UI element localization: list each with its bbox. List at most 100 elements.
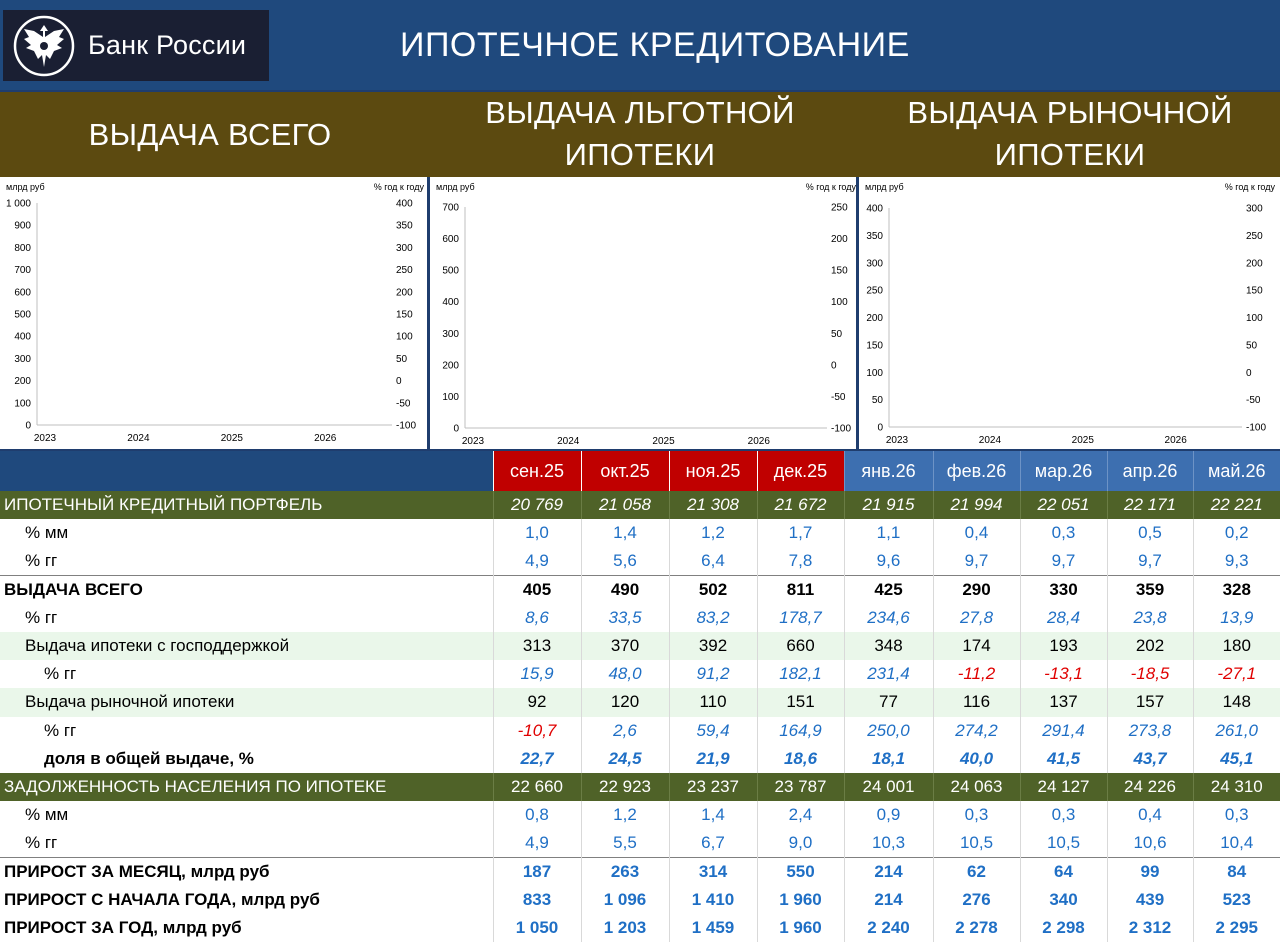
table-cell: 157 [1106,688,1193,717]
table-cell: 15,9 [492,660,581,689]
y2-tick-label: 250 [396,265,413,276]
table-cell: 18,6 [756,744,844,773]
table-cell: 439 [1106,885,1193,914]
month-header: мар.26 [1019,451,1107,491]
table-cell: 231,4 [843,660,933,689]
table-cell: 45,1 [1192,744,1280,773]
y2-tick-label: 50 [831,329,843,340]
table-cell: 0,9 [843,801,933,830]
table-cell: 348 [843,631,933,661]
row-label: ПРИРОСТ ЗА ГОД, млрд руб [0,913,493,942]
y-tick-label: 800 [14,243,31,254]
table-cell: 2 298 [1019,913,1107,942]
table-cell: 273,8 [1106,716,1193,745]
table-row: ПРИРОСТ ЗА МЕСЯЦ, млрд руб 187 263 314 550 21… [0,856,1280,886]
table-cell: 83,2 [668,603,757,632]
y-tick-label: 50 [872,395,884,406]
table-cell: -13,1 [1019,660,1107,689]
table-cell: 274,2 [932,716,1020,745]
table-row: ПРИРОСТ ЗА ГОД, млрд руб 1 050 1 203 1 459 1… [0,913,1280,942]
month-header: сен.25 [492,451,581,491]
table-cell: 1 050 [492,913,581,942]
table-cell: 214 [843,856,933,886]
header-blank-cell [0,451,493,491]
y2-tick-label: 0 [396,376,402,387]
table-cell: 2 278 [932,913,1020,942]
table-row: ЗАДОЛЖЕННОСТЬ НАСЕЛЕНИЯ ПО ИПОТЕКЕ 22 660… [0,772,1280,802]
row-label: % гг [0,716,493,745]
table-cell: 120 [580,688,669,717]
table-cell: 1 410 [668,885,757,914]
table-cell: 550 [756,856,844,886]
y-tick-label: 100 [442,392,459,403]
table-cell: 4,9 [492,829,581,858]
y2-tick-label: 100 [396,332,413,343]
bank-of-russia-logo: Банк России [3,10,269,81]
table-row: % гг 4,9 5,5 6,7 9,0 10,3 10,5 10,5 10,6 10,4 [0,829,1280,858]
y2-tick-label: 50 [396,354,408,365]
y2-tick-label: 300 [1246,204,1263,215]
title-market-l2: ИПОТЕКИ [994,137,1146,172]
table-cell: 23 237 [668,772,757,802]
y-tick-label: 100 [14,398,31,409]
table-cell: 178,7 [756,603,844,632]
title-total-issuance: ВЫДАЧА ВСЕГО [88,117,332,152]
table-cell: -11,2 [932,660,1020,689]
table-cell: 1,7 [756,519,844,548]
x-year-label: 2023 [886,435,909,446]
table-cell: 214 [843,885,933,914]
table-cell: 250,0 [843,716,933,745]
table-cell: 24 310 [1192,772,1280,802]
table-cell: 290 [932,575,1020,604]
table-cell: 2,4 [756,801,844,830]
table-cell: 2,6 [580,716,669,745]
y2-tick-label: 200 [831,234,848,245]
y2-tick-label: -100 [831,424,851,435]
month-header: апр.26 [1106,451,1193,491]
table-cell: 22 660 [492,772,581,802]
x-year-label: 2024 [557,436,580,447]
table-cell: 314 [668,856,757,886]
x-year-label: 2026 [1165,435,1188,446]
table-cell: 21 308 [668,491,757,520]
table-row: % гг 8,6 33,5 83,2 178,7 234,6 27,8 28,4 23,8 13,… [0,603,1280,632]
table-cell: 151 [756,688,844,717]
row-label: Выдача рыночной ипотеки [0,688,493,717]
y-tick-label: 200 [14,376,31,387]
month-header: май.26 [1192,451,1280,491]
table-row: ПРИРОСТ С НАЧАЛА ГОДА, млрд руб 833 1 096 1… [0,885,1280,914]
y2-tick-label: 100 [831,297,848,308]
table-cell: 9,0 [756,829,844,858]
y-tick-label: 100 [866,368,883,379]
y-tick-label: 600 [442,234,459,245]
y2-tick-label: 150 [396,310,413,321]
y2-tick-label: 250 [1246,231,1263,242]
table-header-row: сен.25 окт.25 ноя.25 дек.25 янв.26 фев.26 мар.… [0,451,1280,491]
month-header: фев.26 [932,451,1020,491]
y-axis-label: млрд руб [436,182,475,192]
x-year-label: 2024 [127,433,150,444]
y-axis-label: млрд руб [865,182,904,192]
month-header: янв.26 [843,451,933,491]
table-cell: 330 [1019,575,1107,604]
table-cell: 490 [580,575,669,604]
y-tick-label: 300 [866,258,883,269]
table-cell: 23 787 [756,772,844,802]
double-headed-eagle-icon [13,15,75,76]
table-cell: 0,3 [1192,801,1280,830]
y2-tick-label: 100 [1246,313,1263,324]
title-preferential-l2: ИПОТЕКИ [564,137,716,172]
table-cell: -10,7 [492,716,581,745]
x-year-label: 2023 [34,433,57,444]
table-cell: 41,5 [1019,744,1107,773]
y2-axis-label: % год к году [806,182,856,192]
table-cell: 148 [1192,688,1280,717]
table-cell: 1 203 [580,913,669,942]
table-cell: 234,6 [843,603,933,632]
table-cell: 1 960 [756,913,844,942]
y-tick-label: 700 [442,203,459,214]
table-cell: 62 [932,856,1020,886]
table-cell: 28,4 [1019,603,1107,632]
row-label: доля в общей выдаче, % [0,744,493,773]
y-tick-label: 200 [442,360,459,371]
